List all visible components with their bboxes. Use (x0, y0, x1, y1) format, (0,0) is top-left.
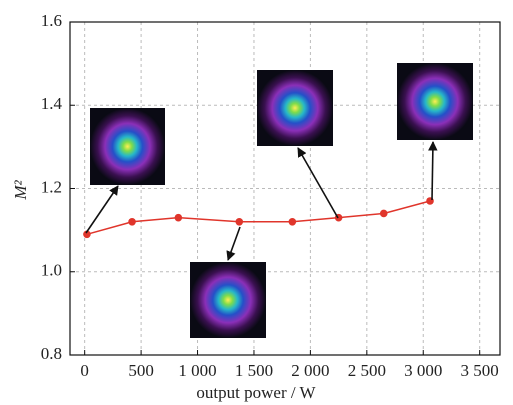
beam-image (397, 63, 473, 140)
arrow (86, 186, 118, 233)
data-point (235, 218, 243, 226)
x-tick-label: 2 500 (348, 361, 386, 380)
x-axis-label: output power / W (196, 383, 316, 402)
x-tick-label: 0 (80, 361, 89, 380)
data-point (128, 218, 136, 226)
y-axis-label: M² (11, 179, 30, 200)
beam-insets (86, 63, 473, 338)
beam-image (257, 70, 333, 146)
x-tick-label: 3 500 (461, 361, 499, 380)
series-line (87, 201, 430, 234)
arrow (298, 148, 338, 218)
arrow (228, 227, 240, 260)
data-point (289, 218, 297, 226)
x-tick-label: 500 (128, 361, 154, 380)
chart: output power / W M² 0 500 1 000 1 500 2 000 2… (0, 0, 513, 405)
x-tick-label: 2 000 (291, 361, 329, 380)
x-tick-label: 3 000 (404, 361, 442, 380)
y-tick-label: 1.0 (41, 261, 62, 280)
x-tick-label: 1 000 (178, 361, 216, 380)
y-tick-label: 1.6 (41, 11, 62, 30)
beam-image (90, 108, 165, 185)
page: {"chart_data": {"type": "line", "x_label… (0, 0, 513, 405)
y-tick-label: 1.2 (41, 177, 62, 196)
series (83, 197, 434, 238)
arrow (432, 142, 433, 200)
x-tick-label: 1 500 (235, 361, 273, 380)
y-tick-label: 0.8 (41, 344, 62, 363)
data-point (380, 210, 388, 218)
beam-image (190, 262, 266, 338)
data-point (175, 214, 183, 222)
y-tick-label: 1.4 (41, 94, 63, 113)
